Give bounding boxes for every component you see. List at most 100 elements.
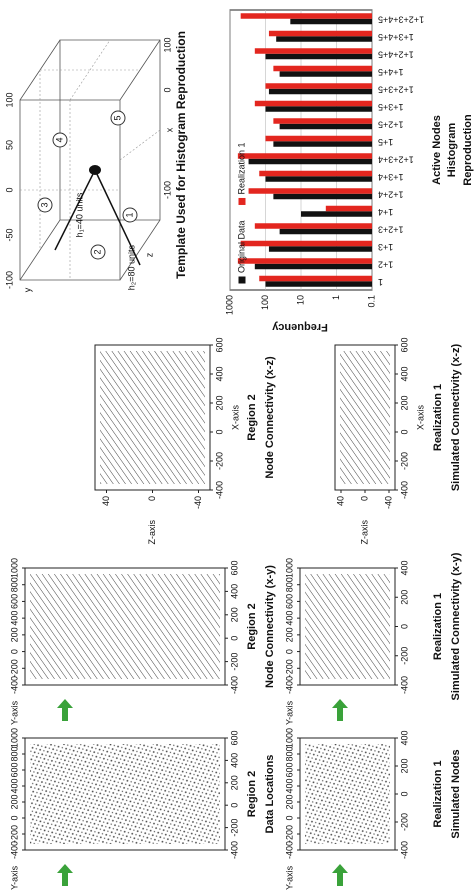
point-cloud: [100, 351, 205, 484]
bar: [259, 170, 372, 177]
z-tick-label: -40: [193, 496, 203, 509]
y-axis-label: Frequency: [271, 321, 328, 333]
x-tick-label: -200: [399, 647, 409, 665]
y-tick-label: 200: [284, 627, 294, 642]
panel-title: Simulated Nodes: [450, 749, 462, 838]
y-tick-label: 0: [284, 649, 294, 654]
bar: [237, 258, 372, 264]
node-label: 3: [39, 202, 49, 207]
panel-title: Node Connectivity (x-z): [264, 356, 276, 479]
tick-label: 0: [162, 87, 172, 92]
point-cloud: [305, 744, 390, 844]
x-tick-label: 1+3+4: [378, 172, 404, 182]
x-tick-label: 1+2+4: [378, 189, 404, 199]
node: [110, 110, 126, 126]
z-tick-label: 0: [147, 496, 157, 501]
axis-label: x: [164, 127, 174, 132]
x-tick-label: -200: [214, 452, 224, 470]
x-axis-label: Active Nodes: [431, 115, 443, 185]
x-tick-label: 1+2: [378, 259, 393, 269]
y-tick-label: -200: [284, 825, 294, 843]
z-axis-label: Z-axis: [359, 520, 369, 545]
point-cloud: [305, 574, 390, 679]
x-tick-label: -400: [229, 841, 239, 859]
bar: [268, 30, 372, 37]
bar: [248, 158, 372, 165]
x-tick-label: 0: [399, 624, 409, 629]
x-tick-label: -200: [399, 452, 409, 470]
y-tick-label: 600: [284, 594, 294, 609]
x-tick-label: 1+2+4+5: [378, 49, 414, 59]
y-tick-label: -400: [284, 841, 294, 859]
bar: [240, 240, 372, 247]
template-title: Template Used for Histogram Reproduction: [174, 31, 188, 279]
x-tick-label: 400: [399, 366, 409, 381]
arrow-h2: [94, 169, 141, 266]
y-tick-label: 600: [9, 762, 19, 777]
z-tick-label: -40: [383, 496, 393, 509]
green-arrow: [332, 699, 348, 721]
x-tick-label: 1+2+3+4+5: [378, 14, 424, 24]
y-tick-label: -400: [284, 676, 294, 694]
node: [52, 132, 68, 148]
y-tick-label: 400: [284, 778, 294, 793]
x-tick-label: 1+2+5: [378, 119, 404, 129]
z-tick-label: 0: [359, 496, 369, 501]
y-tick-label: 1000: [9, 558, 19, 578]
x-tick-label: 600: [229, 730, 239, 745]
x-tick-label: 600: [229, 560, 239, 575]
point-cloud: [30, 744, 220, 844]
box-edge: [19, 219, 61, 281]
panel-title: Data Locations: [264, 755, 276, 834]
x-tick-label: 600: [399, 337, 409, 352]
bar: [254, 263, 372, 270]
y-tick-label: 1000: [284, 728, 294, 748]
bar: [290, 18, 372, 25]
x-tick-label: 600: [214, 337, 224, 352]
legend-swatch: [238, 276, 246, 284]
bar: [268, 88, 372, 95]
y-tick-label: 0.1: [366, 295, 376, 308]
panel-title: Region 2: [246, 771, 258, 817]
y-tick-label: 1: [331, 295, 341, 300]
bar: [237, 153, 372, 159]
bar: [259, 275, 372, 282]
y-tick-label: 1000: [224, 295, 234, 315]
x-tick-label: -400: [399, 841, 409, 859]
bar: [254, 100, 372, 107]
green-arrow: [57, 864, 73, 886]
green-arrow: [332, 864, 348, 886]
tick-label: 50: [4, 140, 14, 150]
node: [90, 244, 106, 260]
x-tick-label: 1+2+3+4: [378, 154, 414, 164]
x-tick-label: 1+3: [378, 242, 393, 252]
node: [122, 207, 138, 223]
y-tick-label: 0: [9, 649, 19, 654]
arrow-h1: [54, 169, 96, 251]
bar: [265, 135, 372, 142]
y-axis-label: Y-axis: [9, 700, 19, 725]
box-edge: [119, 39, 161, 101]
x-tick-label: 400: [229, 584, 239, 599]
bar: [254, 223, 372, 229]
x-tick-label: -400: [229, 676, 239, 694]
legend-label: Realization 1: [236, 142, 246, 194]
tick-label: -100: [4, 271, 14, 289]
bar: [265, 106, 372, 112]
y-tick-label: 800: [284, 577, 294, 592]
x-tick-label: -400: [399, 676, 409, 694]
node-label: 1: [124, 212, 134, 217]
h2-label: h₂=80 units: [126, 245, 136, 291]
x-tick-label: -400: [399, 481, 409, 499]
x-tick-label: 400: [399, 730, 409, 745]
point-cloud: [340, 351, 390, 484]
x-tick-label: 0: [399, 791, 409, 796]
y-axis-label: Y-axis: [9, 865, 19, 890]
y-axis-label: Y-axis: [284, 700, 294, 725]
x-tick-label: 200: [399, 590, 409, 605]
bar: [240, 13, 372, 19]
center-node: [89, 165, 101, 175]
x-tick-label: 200: [229, 775, 239, 790]
z-tick-label: 40: [101, 496, 111, 506]
legend-label: Original Data: [236, 220, 246, 273]
